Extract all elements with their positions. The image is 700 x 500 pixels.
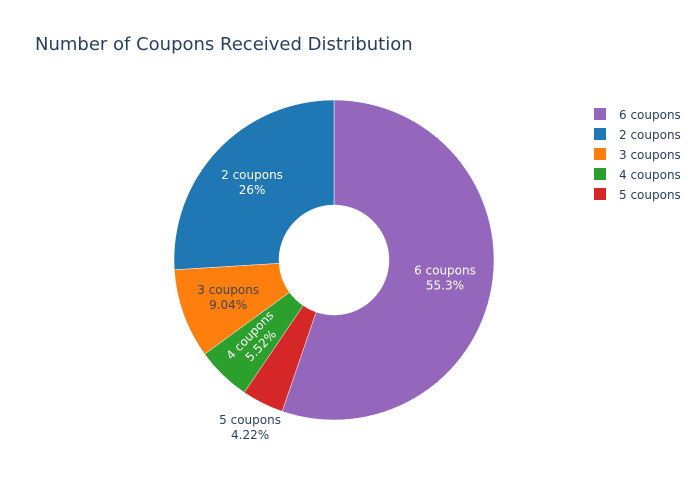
legend-swatch [594, 188, 606, 200]
legend-swatch [594, 168, 606, 180]
slice [173, 99, 335, 271]
legend-label: 4 coupons [619, 168, 681, 182]
legend-swatch [594, 108, 606, 120]
legend-swatch [594, 128, 606, 140]
slice [281, 99, 495, 421]
legend-label: 2 coupons [619, 128, 681, 142]
slice-percent: 26% [239, 183, 266, 197]
slice-label: 6 coupons 55.3% [414, 263, 476, 292]
slice-percent: 55.3% [426, 278, 464, 292]
slice-category: 6 coupons [414, 263, 476, 277]
slice [243, 305, 317, 412]
slice-category: 3 coupons [197, 283, 259, 297]
legend-label: 3 coupons [619, 148, 681, 162]
legend-label: 5 coupons [619, 188, 681, 202]
slice-label: 2 coupons 26% [221, 168, 283, 197]
slice-percent: 9.04% [209, 298, 247, 312]
slice-label: 5 coupons 4.22% [219, 413, 281, 442]
slice-label: 3 coupons 9.04% [197, 283, 259, 312]
slice-category: 5 coupons [219, 413, 281, 427]
chart-title: Number of Coupons Received Distribution [35, 34, 413, 55]
slice-percent: 4.22% [231, 428, 269, 442]
slice-category: 2 coupons [221, 168, 283, 182]
legend-label: 6 coupons [619, 108, 681, 122]
legend-swatch [594, 148, 606, 160]
